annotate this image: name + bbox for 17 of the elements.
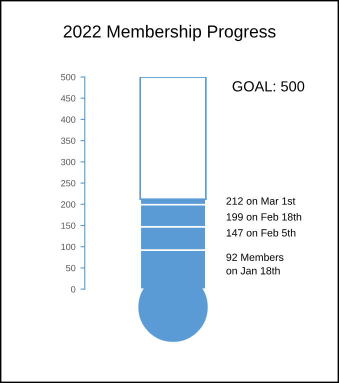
text: 212 on Mar 1st xyxy=(226,197,296,205)
y-tick-label: 150 xyxy=(61,222,76,229)
text: GOAL: 500 xyxy=(232,81,304,92)
y-tick-label: 0 xyxy=(71,286,76,293)
text: 147 on Feb 5th xyxy=(226,228,296,237)
chart-title: 2022 Membership Progress xyxy=(64,24,276,42)
y-tick-label: 300 xyxy=(61,158,76,166)
y-tick-label: 400 xyxy=(60,116,76,123)
y-tick-label: 350 xyxy=(61,138,76,144)
y-tick-label: 50 xyxy=(66,264,76,272)
y-tick-label: 500 xyxy=(61,74,76,80)
y-tick-label: 100 xyxy=(61,244,76,250)
text: 199 on Feb 18th xyxy=(226,212,302,221)
y-tick-label: 200 xyxy=(61,201,76,208)
y-tick-label: 250 xyxy=(61,180,76,186)
y-tick-label: 450 xyxy=(60,95,76,102)
text: 92 Members on Jan 18th xyxy=(226,253,284,274)
